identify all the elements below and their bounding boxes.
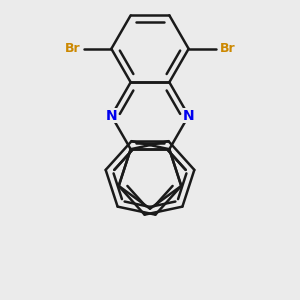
Text: N: N [183,109,194,123]
Text: N: N [106,109,117,123]
Text: Br: Br [64,42,80,55]
Text: Br: Br [220,42,236,55]
